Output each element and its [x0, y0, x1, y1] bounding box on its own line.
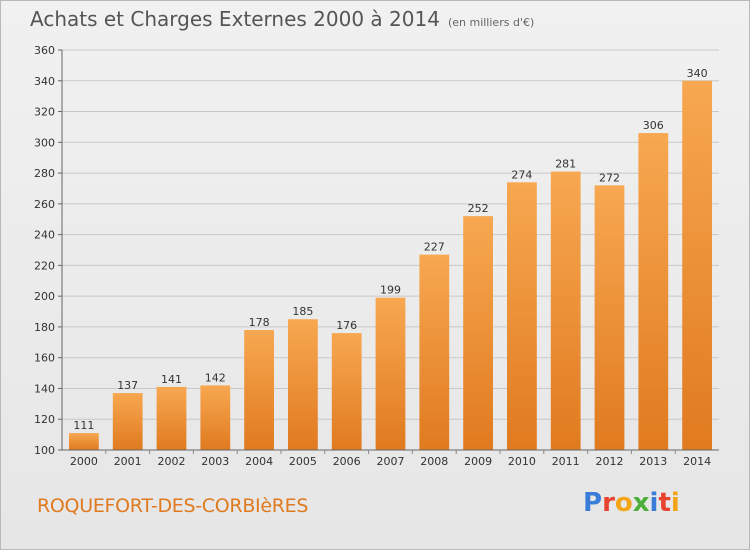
- y-tick-label-100: 100: [34, 444, 55, 457]
- bar-2008: [419, 254, 450, 450]
- data-label-2011: 281: [555, 158, 576, 171]
- x-tick-label-2004: 2004: [245, 455, 273, 468]
- x-tick-label-2011: 2011: [552, 455, 580, 468]
- x-tick-label-2010: 2010: [508, 455, 536, 468]
- logo-letter: P: [583, 488, 603, 518]
- bar-2012: [594, 185, 625, 450]
- x-tick-label-2000: 2000: [70, 455, 98, 468]
- x-tick-label-2003: 2003: [201, 455, 229, 468]
- y-tick-labels: 100 120 140 160 180 200 220 240 260 280 300 320 340 3…: [34, 44, 55, 457]
- data-label-2014: 340: [687, 67, 708, 80]
- bar-2004: [244, 330, 274, 450]
- x-tick-label-2002: 2002: [158, 455, 186, 468]
- x-tick-label-2001: 2001: [114, 455, 142, 468]
- x-tick-labels: 2000 2001 2002 2003 2004 2005 2006 2007 2008 2009…: [70, 450, 711, 468]
- x-tick-label-2012: 2012: [596, 455, 624, 468]
- logo-letter: i: [670, 488, 680, 518]
- data-label-2013: 306: [643, 119, 664, 132]
- bar-2010: [507, 182, 537, 451]
- data-label-2004: 178: [249, 316, 270, 329]
- y-tick-label-240: 240: [34, 229, 55, 242]
- y-tick-label-200: 200: [34, 290, 55, 303]
- y-tick-label-160: 160: [34, 352, 55, 365]
- bars-group: [69, 80, 712, 451]
- data-label-2003: 142: [205, 371, 226, 384]
- logo-letter: o: [614, 488, 633, 518]
- data-label-2000: 111: [73, 419, 94, 432]
- title-unit: (en milliers d'€): [447, 16, 535, 29]
- bar-2000: [69, 433, 99, 450]
- bar-2006: [331, 333, 362, 450]
- x-tick-label-2013: 2013: [639, 455, 667, 468]
- logo-letter: t: [658, 488, 671, 518]
- data-label-2001: 137: [117, 379, 138, 392]
- bar-2014: [682, 80, 712, 451]
- x-tick-label-2006: 2006: [333, 455, 361, 468]
- data-label-2005: 185: [292, 305, 313, 318]
- data-label-2002: 141: [161, 373, 182, 386]
- y-tick-label-260: 260: [34, 198, 55, 211]
- y-tick-label-300: 300: [34, 136, 55, 149]
- y-tick-label-320: 320: [34, 106, 55, 119]
- logo-letter: i: [649, 488, 659, 518]
- bar-2007: [375, 297, 406, 450]
- title-text: Achats et Charges Externes 2000 à 2014: [30, 7, 440, 31]
- y-tick-label-220: 220: [34, 259, 55, 272]
- bar-2003: [200, 385, 231, 450]
- y-tick-label-140: 140: [34, 382, 55, 395]
- y-tick-label-180: 180: [34, 321, 55, 334]
- x-tick-label-2007: 2007: [377, 455, 405, 468]
- y-tick-label-340: 340: [34, 75, 55, 88]
- y-tick-label-280: 280: [34, 167, 55, 180]
- bar-2009: [463, 216, 493, 450]
- data-label-2006: 176: [336, 319, 357, 332]
- data-label-2010: 274: [511, 168, 532, 181]
- bar-2013: [638, 133, 669, 451]
- bar-2011: [550, 171, 581, 451]
- data-label-2008: 227: [424, 241, 445, 254]
- bar-2002: [156, 386, 187, 450]
- data-label-2007: 199: [380, 284, 401, 297]
- y-tick-label-360: 360: [34, 44, 55, 57]
- proxiti-logo[interactable]: Proxiti: [583, 488, 680, 518]
- x-tick-label-2014: 2014: [683, 455, 711, 468]
- logo-letter: x: [632, 488, 650, 518]
- axes: [61, 50, 719, 451]
- data-label-2012: 272: [599, 171, 620, 184]
- commune-name: ROQUEFORT-DES-CORBIèRES: [37, 495, 309, 517]
- x-tick-label-2009: 2009: [464, 455, 492, 468]
- data-labels: 111 137 141 142 178 185 176 199 227 252 274 281 272 3…: [73, 67, 707, 432]
- y-tick-label-120: 120: [34, 413, 55, 426]
- bar-2001: [112, 393, 143, 450]
- logo-letter: r: [602, 488, 615, 518]
- chart-title: Achats et Charges Externes 2000 à 2014 (e…: [30, 7, 534, 31]
- x-tick-label-2005: 2005: [289, 455, 317, 468]
- x-tick-label-2008: 2008: [420, 455, 448, 468]
- data-label-2009: 252: [468, 202, 489, 215]
- bar-2005: [288, 319, 318, 450]
